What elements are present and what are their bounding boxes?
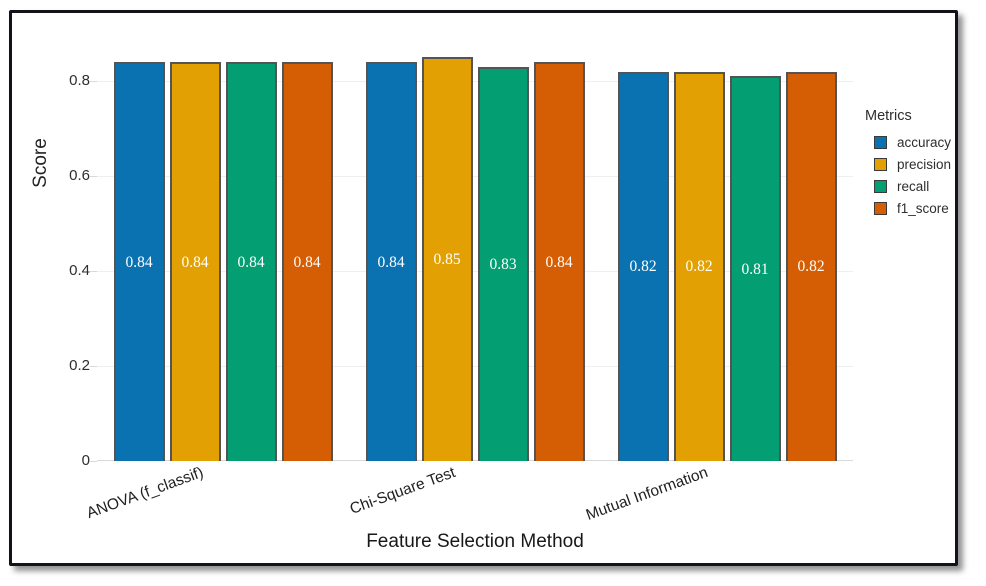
x-axis-title: Feature Selection Method (366, 531, 584, 552)
y-gridline (97, 176, 853, 177)
legend-swatch-f1_score (874, 201, 887, 215)
bar-value-label: 0.82 (797, 258, 825, 276)
bar-f1_score: 0.84 (281, 62, 333, 461)
bar-value-label: 0.84 (377, 253, 405, 271)
legend-item: accuracy (865, 131, 951, 153)
bar-value-label: 0.84 (125, 253, 153, 271)
legend: Metrics accuracy precision recall f1_score (865, 108, 951, 219)
bar-value-label: 0.85 (433, 251, 461, 269)
y-tick-mark (90, 271, 97, 272)
y-gridline (97, 271, 853, 272)
bar-value-label: 0.83 (489, 255, 517, 273)
bar-accuracy: 0.84 (365, 62, 417, 461)
bar-precision: 0.82 (673, 71, 725, 461)
y-tick-label: 0.6 (69, 167, 90, 184)
legend-swatch-precision (874, 157, 887, 171)
bar-recall: 0.81 (729, 76, 781, 461)
y-tick-label: 0.4 (69, 262, 90, 279)
y-tick-label: 0.8 (69, 72, 90, 89)
y-tick-mark (90, 81, 97, 82)
bar-accuracy: 0.82 (617, 71, 669, 461)
legend-title: Metrics (865, 108, 912, 124)
bar-value-label: 0.84 (293, 253, 321, 271)
x-tick-label: ANOVA (f_classif) (84, 464, 206, 523)
bar-value-label: 0.84 (237, 253, 265, 271)
legend-item-label: f1_score (897, 200, 949, 216)
y-tick-mark (90, 366, 97, 367)
bar-value-label: 0.84 (545, 253, 573, 271)
legend-item: recall (865, 175, 951, 197)
legend-item: f1_score (865, 197, 951, 219)
plot-area: 0.84 0.84 0.84 0.84 0.84 0.85 0.83 0.84 0.82 0.82… (97, 43, 853, 461)
x-axis-line (97, 460, 853, 461)
legend-items: accuracy precision recall f1_score (865, 131, 951, 219)
bar-recall: 0.83 (477, 66, 529, 461)
y-tick-label: 0 (81, 452, 90, 469)
y-tick-mark (90, 176, 97, 177)
bar-f1_score: 0.82 (785, 71, 837, 461)
legend-item-label: precision (897, 156, 952, 172)
bar-value-label: 0.82 (685, 258, 713, 276)
y-gridline (97, 81, 853, 82)
bar-f1_score: 0.84 (533, 62, 585, 461)
y-tick-mark (90, 461, 97, 462)
legend-item: precision (865, 153, 951, 175)
bar-value-label: 0.82 (629, 258, 657, 276)
legend-swatch-accuracy (874, 135, 887, 149)
bar-accuracy: 0.84 (113, 62, 165, 461)
bar-value-label: 0.84 (181, 253, 209, 271)
chart-frame: 0.84 0.84 0.84 0.84 0.84 0.85 0.83 0.84 0.82 0.82… (9, 10, 958, 566)
legend-swatch-recall (874, 179, 887, 193)
y-tick-label: 0.2 (69, 357, 90, 374)
bar-value-label: 0.81 (741, 260, 769, 278)
bar-precision: 0.85 (421, 57, 473, 461)
bar-precision: 0.84 (169, 62, 221, 461)
bar-recall: 0.84 (225, 62, 277, 461)
legend-item-label: accuracy (897, 134, 952, 150)
y-gridline (97, 366, 853, 367)
x-tick-label: Mutual Information (583, 464, 710, 524)
legend-item-label: recall (897, 178, 930, 194)
x-tick-label: Chi-Square Test (347, 464, 458, 518)
